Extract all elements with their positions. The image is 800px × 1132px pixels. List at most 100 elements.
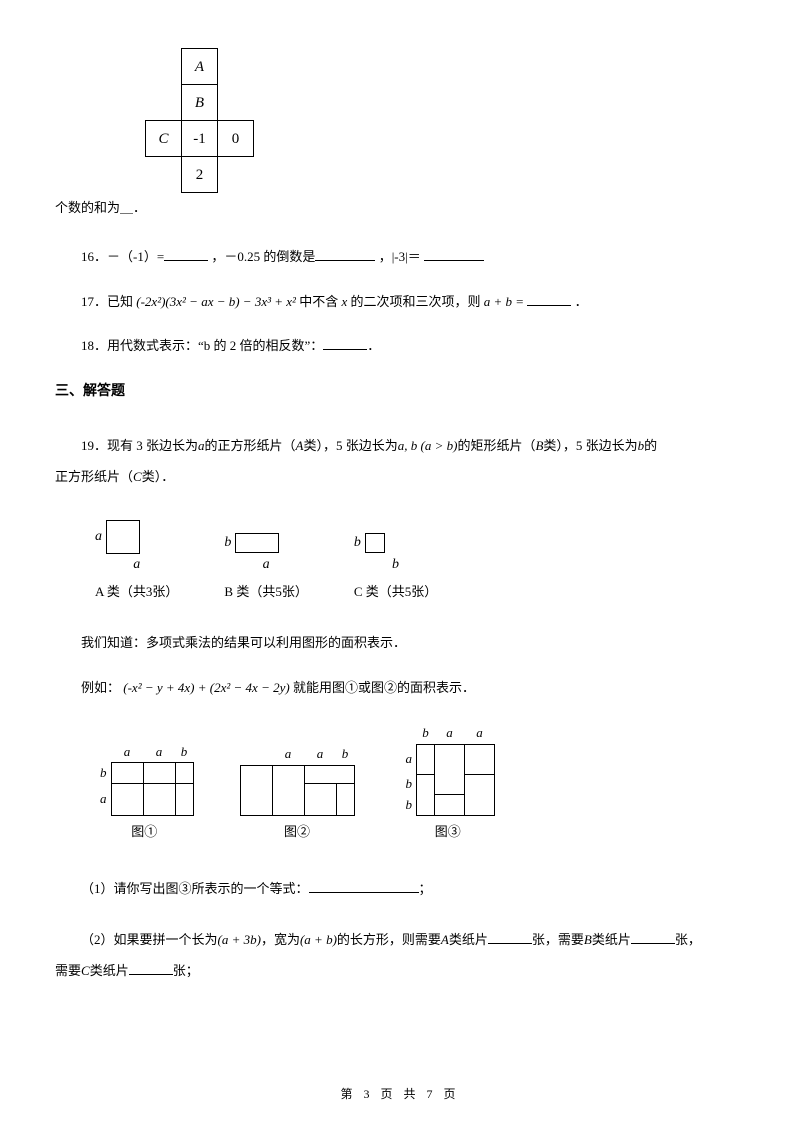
q17-x: x [341,294,347,309]
q17-prefix: 17．已知 [81,294,133,309]
q17: 17．已知 (-2x²)(3x² − ax − b) − 3x³ + x² 中不… [55,292,745,313]
q17-expr: (-2x²)(3x² − ax − b) − 3x³ + x² [136,294,296,309]
var-ab: a, b (a > b) [398,438,458,453]
t: 就能用图①或图②的面积表示． [293,680,475,695]
col-b: b [417,723,435,744]
expr: (a + b) [300,932,337,947]
tile-A: a a A 类（共3张） [95,520,178,603]
t: 类纸片 [449,932,488,947]
blank [631,931,675,944]
q17-ab: a + b = [484,294,524,309]
q16-mid2: ，|-3|＝ [379,249,421,264]
lbl-g2: 图② [240,822,355,843]
t: 正方形纸片（ [55,469,133,484]
row-a: a [401,744,417,774]
lbl-A: A 类（共3张） [95,582,178,603]
cell-B: B [182,85,218,121]
q19-part1: （1）请你写出图③所表示的一个等式： ； [55,879,745,900]
t: 类纸片 [592,932,631,947]
grid-2: aab 图② [240,744,355,843]
t: 19．现有 3 张边长为 [81,438,198,453]
q19-figure-tiles: a a A 类（共3张） b a B 类（共5张） b b C 类（共5张） [95,520,745,603]
t: 张， [675,932,701,947]
q19-know: 我们知道：多项式乘法的结果可以利用图形的面积表示． [55,633,745,654]
q17-period: ． [575,294,588,309]
side-b: b [354,532,361,554]
row-a: a [95,784,111,816]
col-a: a [465,723,495,744]
q19-figure-grids: aab b a 图① aab 图② baa a b b 图③ [95,723,745,843]
blank [309,880,419,893]
t: ； [419,881,432,896]
cell-2: 2 [182,157,218,193]
q18-period: ． [367,338,380,353]
col-a: a [111,742,143,763]
blank [488,931,532,944]
side-a: a [263,557,270,572]
blank [164,248,208,261]
t: 的正方形纸片（ [205,438,296,453]
t: （1）请你写出图③所表示的一个等式： [81,881,309,896]
t: （2）如果要拼一个长为 [81,932,218,947]
q16-prefix: 16．－（-1）= [81,249,164,264]
side-a: a [95,526,102,548]
cls-A: A [441,932,449,947]
side-a: a [133,557,140,572]
t: 的矩形纸片（ [457,438,535,453]
cls-C: C [133,469,142,484]
t: ，宽为 [261,932,300,947]
cube-net-figure: A B C -1 0 2 [145,48,254,193]
t: 类）． [142,469,175,484]
cell-neg1: -1 [182,121,218,157]
tile-C: b b C 类（共5张） [354,532,437,604]
cell-A: A [182,49,218,85]
side-b: b [392,557,399,572]
blank [129,962,173,975]
expr: (a + 3b) [218,932,261,947]
square-b [365,533,385,553]
lbl-g3: 图③ [401,822,496,843]
lbl-B: B 类（共5张） [224,582,307,603]
cls-C: C [81,963,90,978]
row-b: b [95,763,111,784]
q19-example: 例如： (-x² − y + 4x) + (2x² − 4x − 2y) 就能用… [55,678,745,699]
col-a: a [143,742,175,763]
square-a [106,520,140,554]
t: 需要 [55,963,81,978]
col-a: a [272,744,304,765]
cls-B: B [584,932,592,947]
section-3-header: 三、解答题 [55,381,745,403]
q18-prefix: 18．用代数式表示：“b 的 2 倍的相反数”： [81,338,323,353]
q16-mid1: ，－0.25 的倒数是 [211,249,315,264]
blank [527,293,571,306]
blank [424,248,484,261]
t: 类），5 张边长为 [303,438,397,453]
lbl-g1: 图① [95,822,194,843]
t: 的长方形，则需要 [337,932,441,947]
t: 类），5 张边长为 [543,438,637,453]
row-b: b [401,795,417,816]
q19-part2: （2）如果要拼一个长为(a + 3b)，宽为(a + b)的长方形，则需要A类纸… [55,924,745,986]
rect-ab [235,533,279,553]
t: 张； [173,963,199,978]
expr: (-x² − y + 4x) + (2x² − 4x − 2y) [123,680,289,695]
t: 类纸片 [90,963,129,978]
col-b: b [336,744,354,765]
row-b: b [401,774,417,795]
grid-1: aab b a 图① [95,742,194,843]
tile-B: b a B 类（共5张） [224,532,307,604]
q15-tail: 个数的和为＿． [55,198,745,219]
q18: 18．用代数式表示：“b 的 2 倍的相反数”： ． [55,336,745,357]
t: 张，需要 [532,932,584,947]
q17-mid: 中不含 [299,294,338,309]
lbl-C: C 类（共5张） [354,582,437,603]
t: 的 [644,438,657,453]
t: 例如： [81,680,120,695]
grid-3: baa a b b 图③ [401,723,496,843]
col-a: a [304,744,336,765]
q19-text: 19．现有 3 张边长为a的正方形纸片（A类），5 张边长为a, b (a > … [55,430,745,492]
page-footer: 第 3 页 共 7 页 [0,1085,800,1104]
cell-C: C [146,121,182,157]
blank [323,337,367,350]
q16: 16．－（-1）= ，－0.25 的倒数是 ，|-3|＝ [55,247,745,268]
